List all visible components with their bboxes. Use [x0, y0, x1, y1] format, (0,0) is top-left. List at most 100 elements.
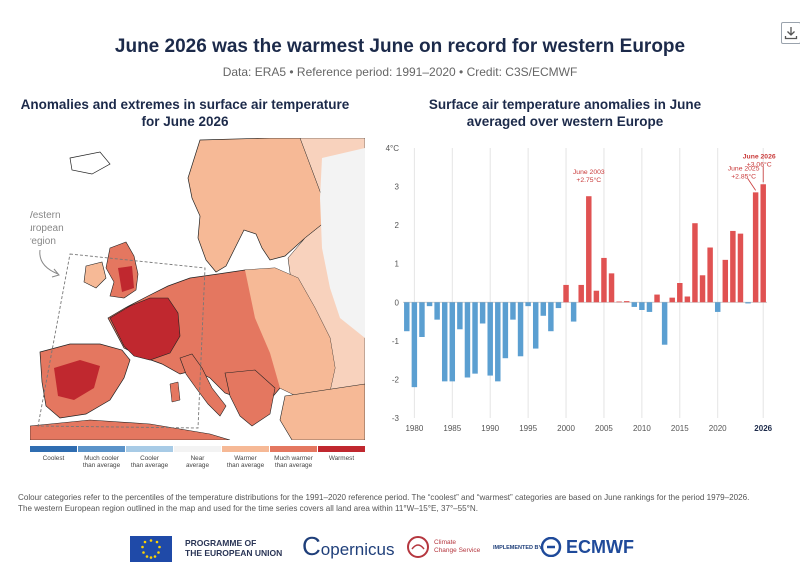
legend-label-line1: Warmest: [328, 455, 355, 462]
bar: [525, 302, 531, 307]
footnote-line1: Colour categories refer to the percentil…: [18, 493, 750, 502]
y-tick-label: -2: [392, 375, 400, 384]
y-tick-label: 2: [395, 221, 400, 230]
legend-item: Warmer than average: [222, 446, 269, 469]
ireland: [83, 261, 107, 289]
great-britain-warmest: [118, 266, 134, 292]
italy: [179, 353, 227, 417]
legend-label-line1: Cooler: [140, 455, 159, 462]
bar: [677, 283, 683, 303]
legend-label-line2: than average: [274, 462, 313, 469]
eastern-europe: [245, 268, 335, 400]
annotation-leader: [747, 178, 756, 191]
legend-label: Warmest: [318, 455, 365, 462]
x-tick-label: 2010: [633, 424, 651, 433]
legend-label: Much cooler than average: [78, 455, 125, 469]
bar: [608, 273, 615, 303]
region-label-arrow: [39, 249, 59, 275]
x-tick-label: 2020: [709, 424, 727, 433]
bar: [593, 290, 600, 303]
region-label-arrowhead: [51, 268, 60, 278]
download-icon: [784, 27, 798, 40]
bar: [404, 302, 410, 332]
legend-label-line1: Much cooler: [84, 455, 119, 462]
legend-swatch: [222, 446, 269, 452]
legend-swatch: [174, 446, 221, 452]
page-subtitle: Data: ERA5 • Reference period: 1991–2020…: [222, 65, 578, 79]
bar: [464, 302, 471, 378]
y-tick-label: 3: [395, 183, 400, 192]
bar: [540, 302, 547, 316]
bar: [654, 294, 660, 303]
annotation-value: +3.06°C: [747, 160, 772, 168]
bar: [601, 257, 607, 303]
ecmwf-logo: [540, 536, 569, 562]
bar: [722, 259, 729, 303]
bar: [570, 302, 577, 322]
bar: [555, 302, 562, 309]
legend-label: Near average: [174, 455, 221, 469]
bar: [502, 302, 509, 359]
copernicus-wordmark: opernicus: [320, 540, 395, 559]
x-tick-label: 1985: [443, 424, 461, 433]
legend-swatch: [30, 446, 77, 452]
legend-swatch: [78, 446, 125, 452]
annotation-value: +2.85°C: [731, 172, 756, 180]
france: [109, 297, 181, 361]
legend-label-line2: than average: [82, 462, 121, 469]
y-tick-label: 4°C: [386, 144, 400, 153]
implemented-by: IMPLEMENTED BY: [493, 545, 543, 551]
russia-near-average: [320, 148, 365, 338]
europe-anomaly-map: Western European region: [30, 138, 365, 440]
x-tick-label: 2000: [557, 424, 575, 433]
legend-label: Much warmer than average: [270, 455, 317, 469]
iberia-warmest: [54, 360, 100, 400]
bar: [737, 233, 744, 303]
bar: [457, 302, 463, 330]
anomaly-bar-chart: 4°C 3 2 1 0 -1 -2 -3 1980 1985 1990 1995 2000 2005 201…: [386, 144, 776, 433]
bar: [745, 302, 751, 304]
region-label-line1: Western: [30, 210, 61, 221]
bar: [532, 302, 539, 349]
download-button[interactable]: [781, 22, 800, 44]
bar: [730, 230, 736, 303]
region-label-line2: European: [30, 223, 64, 234]
legend-item: Much cooler than average: [78, 446, 125, 469]
footnote-line2: The western European region outlined in …: [18, 504, 479, 513]
north-africa: [30, 419, 231, 440]
map-title-line2: for June 2026: [141, 114, 229, 129]
footnote: Colour categories refer to the percentil…: [18, 492, 788, 514]
legend-item: Warmest: [318, 446, 365, 462]
y-tick-label: -1: [392, 337, 400, 346]
annotation-label: June 2026: [743, 153, 776, 160]
bar: [517, 302, 524, 357]
bar: [563, 284, 569, 303]
copernicus-logo: Copernicus: [302, 531, 395, 561]
bar: [714, 302, 721, 312]
legend-label-line2: average: [185, 462, 210, 469]
climate-circle-icon: [407, 536, 429, 558]
bar: [487, 302, 493, 376]
legend-swatch: [126, 446, 173, 452]
map-legend: Coolest Much cooler than average Cooler than…: [30, 446, 365, 476]
legend-label-line2: than average: [226, 462, 265, 469]
bar: [623, 301, 630, 303]
eu-line2: THE EUROPEAN UNION: [185, 548, 283, 558]
ecmwf-icon: [540, 536, 562, 558]
legend-item: Coolest: [30, 446, 77, 462]
bar: [578, 284, 584, 303]
x-tick-label: 1990: [481, 424, 499, 433]
legend-swatch: [318, 446, 365, 452]
eu-line1: PROGRAMME OF: [185, 538, 257, 548]
y-tick-label: -3: [392, 414, 400, 423]
y-tick-label: 0: [395, 298, 400, 307]
legend-label-line1: Warmer: [234, 455, 257, 462]
x-tick-label: 1995: [519, 424, 537, 433]
legend-label-line1: Coolest: [42, 455, 65, 462]
western-europe-region-outline: [37, 253, 206, 429]
page-title: June 2026 was the warmest June on record…: [114, 36, 686, 57]
copernicus-c: C: [302, 531, 321, 561]
bar: [646, 302, 653, 312]
logo-bar: PROGRAMME OF THE EUROPEAN UNION Copernic…: [0, 532, 800, 562]
turkey: [279, 383, 365, 440]
